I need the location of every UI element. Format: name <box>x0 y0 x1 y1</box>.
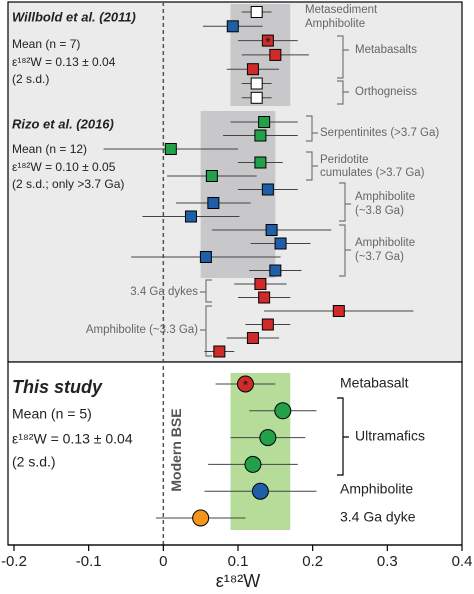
annotation: Orthogneiss <box>355 86 417 98</box>
point <box>261 318 274 331</box>
point <box>164 143 177 155</box>
point <box>205 170 218 182</box>
annotation: Metasediment <box>305 4 378 16</box>
point <box>250 6 263 18</box>
group-stat: ε¹⁸²W = 0.10 ± 0.05 <box>12 160 116 174</box>
group-stat: Mean (n = 7) <box>12 37 80 51</box>
point <box>250 91 263 104</box>
point <box>199 251 212 263</box>
point <box>261 34 274 47</box>
bracket <box>306 151 318 181</box>
group-title: Willbold et al. (2011) <box>12 9 136 24</box>
point <box>226 20 239 33</box>
group-stat: (2 s.d.) <box>12 72 49 86</box>
point <box>259 429 277 447</box>
annotation: Amphibolite <box>355 191 415 203</box>
annotation: Peridotite <box>320 154 369 166</box>
point <box>261 183 274 196</box>
annotation: Amphibolite <box>305 18 365 30</box>
bracket <box>337 80 349 105</box>
point <box>251 482 269 500</box>
x-tick-label: 0 <box>159 553 167 570</box>
x-tick-label: 0.3 <box>377 553 398 570</box>
group-stat: Mean (n = 5) <box>12 406 92 422</box>
annotation: Metabasalt <box>340 375 409 391</box>
group-title: This study <box>12 377 103 397</box>
point <box>184 210 197 223</box>
point <box>250 77 263 90</box>
bracket <box>339 224 351 277</box>
mean-band <box>230 373 291 530</box>
annotation: Ultramafics <box>355 428 425 444</box>
x-tick-label: -0.1 <box>76 553 102 570</box>
x-axis-label: ε¹⁸²W <box>216 571 261 591</box>
x-tick-label: 0.4 <box>452 553 473 570</box>
point <box>258 291 271 304</box>
point <box>254 278 267 290</box>
annotation: cumulates (>3.7 Ga) <box>320 167 425 179</box>
star: * <box>243 378 248 392</box>
annotation: Serpentinites (>3.7 Ga) <box>320 127 439 139</box>
point <box>207 197 220 209</box>
point <box>254 129 267 142</box>
group-title: Rizo et al. (2016) <box>12 116 114 131</box>
point <box>258 116 271 128</box>
annotation: Amphibolite (~3.3 Ga) <box>86 324 198 336</box>
x-tick-label: -0.2 <box>1 553 27 570</box>
annotation: (~3.8 Ga) <box>355 205 404 217</box>
point <box>254 156 267 169</box>
point <box>192 509 210 527</box>
annotation: 3.4 Ga dykes <box>130 286 198 298</box>
bracket <box>337 397 349 476</box>
point <box>269 48 282 61</box>
point <box>213 345 226 358</box>
group-stat: Mean (n = 12) <box>12 142 87 156</box>
point <box>274 237 287 250</box>
annotation: Amphibolite <box>340 481 413 497</box>
point <box>265 224 278 236</box>
group-stat: (2 s.d.; only >3.7 Ga) <box>12 177 124 191</box>
group-stat: ε¹⁸²W = 0.13 ± 0.04 <box>12 431 133 447</box>
point <box>332 305 345 317</box>
bracket <box>200 305 212 357</box>
star: * <box>266 35 271 49</box>
bracket <box>337 35 349 79</box>
point <box>274 402 292 420</box>
bracket <box>339 182 351 222</box>
point <box>269 264 282 277</box>
annotation: Metabasalts <box>355 44 417 56</box>
reference-label: Modern BSE <box>168 408 184 491</box>
point <box>236 375 254 393</box>
group-stat: ε¹⁸²W = 0.13 ± 0.04 <box>12 55 116 69</box>
x-tick-label: 0.2 <box>302 553 323 570</box>
point <box>246 332 259 344</box>
point <box>244 455 262 473</box>
annotation: 3.4 Ga dyke <box>340 509 416 525</box>
annotation: Amphibolite <box>355 237 415 249</box>
annotation: (~3.7 Ga) <box>355 251 404 263</box>
x-tick-label: 0.1 <box>228 553 249 570</box>
point <box>246 63 259 76</box>
bracket <box>306 115 318 142</box>
group-stat: (2 s.d.) <box>12 454 56 470</box>
bracket <box>200 279 212 303</box>
